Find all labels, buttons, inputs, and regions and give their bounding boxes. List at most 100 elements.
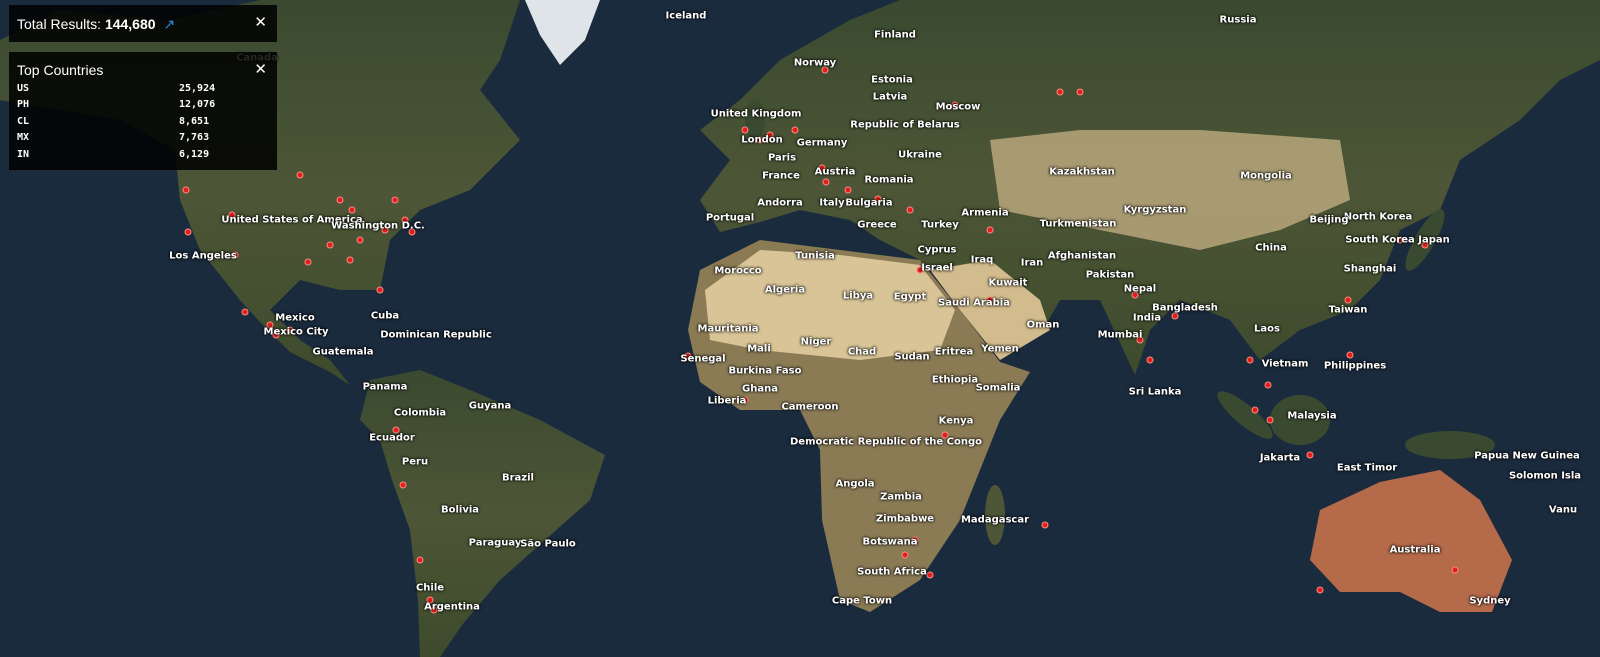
- country-code: PH: [17, 99, 30, 111]
- result-marker[interactable]: [766, 131, 774, 139]
- result-marker[interactable]: [818, 164, 826, 172]
- result-marker[interactable]: [1396, 236, 1404, 244]
- result-marker[interactable]: [741, 126, 749, 134]
- arabia: [930, 260, 1050, 360]
- result-marker[interactable]: [822, 178, 830, 186]
- result-marker[interactable]: [1346, 351, 1354, 359]
- result-marker[interactable]: [1316, 586, 1324, 594]
- map-label: Laos: [1254, 323, 1280, 335]
- result-marker[interactable]: [376, 286, 384, 294]
- map-label: South Africa: [857, 566, 927, 578]
- map-label: North Korea: [1343, 211, 1413, 223]
- result-marker[interactable]: [1131, 291, 1139, 299]
- map-label: Papua New Guinea: [1474, 450, 1580, 462]
- map-label: Afghanistan: [1047, 250, 1117, 262]
- result-marker[interactable]: [1344, 296, 1352, 304]
- result-marker[interactable]: [1146, 356, 1154, 364]
- result-marker[interactable]: [844, 186, 852, 194]
- map-label: Niger: [800, 336, 832, 348]
- map-label: Kuwait: [988, 277, 1028, 289]
- result-marker[interactable]: [821, 66, 829, 74]
- map-label: Republic of Belarus: [850, 119, 960, 131]
- result-marker[interactable]: [911, 536, 919, 544]
- result-marker[interactable]: [951, 101, 959, 109]
- map-label: Beijing: [1309, 214, 1349, 226]
- result-marker[interactable]: [986, 226, 994, 234]
- result-marker[interactable]: [986, 296, 994, 304]
- map-label: Ecuador: [369, 432, 415, 444]
- result-marker[interactable]: [336, 196, 344, 204]
- result-marker[interactable]: [356, 236, 364, 244]
- result-marker[interactable]: [1264, 381, 1272, 389]
- result-marker[interactable]: [916, 266, 924, 274]
- result-marker[interactable]: [348, 206, 356, 214]
- map-label: Algeria: [764, 284, 806, 296]
- result-marker[interactable]: [741, 396, 749, 404]
- result-marker[interactable]: [430, 606, 438, 614]
- result-marker[interactable]: [1486, 596, 1494, 604]
- map-label: Paris: [767, 152, 797, 164]
- result-marker[interactable]: [184, 228, 192, 236]
- result-marker[interactable]: [272, 331, 280, 339]
- result-marker[interactable]: [182, 186, 190, 194]
- result-marker[interactable]: [684, 352, 692, 360]
- result-marker[interactable]: [326, 241, 334, 249]
- result-marker[interactable]: [791, 126, 799, 134]
- result-marker[interactable]: [1076, 88, 1084, 96]
- result-marker[interactable]: [399, 481, 407, 489]
- map-label: Pakistan: [1085, 269, 1135, 281]
- result-marker[interactable]: [228, 211, 236, 219]
- external-link-icon[interactable]: ↗: [163, 16, 176, 32]
- result-marker[interactable]: [391, 196, 399, 204]
- result-marker[interactable]: [906, 206, 914, 214]
- result-marker[interactable]: [304, 258, 312, 266]
- total-results-label: Total Results:: [17, 16, 102, 32]
- result-marker[interactable]: [1421, 241, 1429, 249]
- result-marker[interactable]: [392, 426, 400, 434]
- table-row: IN 6,129: [17, 146, 269, 163]
- result-marker[interactable]: [241, 308, 249, 316]
- result-marker[interactable]: [346, 256, 354, 264]
- result-marker[interactable]: [1246, 356, 1254, 364]
- result-marker[interactable]: [1041, 521, 1049, 529]
- result-marker[interactable]: [874, 195, 882, 203]
- result-marker[interactable]: [1056, 88, 1064, 96]
- result-marker[interactable]: [1451, 566, 1459, 574]
- result-marker[interactable]: [286, 326, 294, 334]
- result-marker[interactable]: [1171, 312, 1179, 320]
- sumatra: [1217, 391, 1273, 439]
- map-label: Oman: [1026, 319, 1060, 331]
- result-marker[interactable]: [231, 251, 239, 259]
- result-marker[interactable]: [1306, 451, 1314, 459]
- map-label: Andorra: [757, 197, 803, 209]
- map-label: Bangladesh: [1152, 302, 1218, 314]
- result-marker[interactable]: [901, 551, 909, 559]
- result-marker[interactable]: [1266, 416, 1274, 424]
- map-label: Egypt: [893, 291, 927, 303]
- result-marker[interactable]: [381, 226, 389, 234]
- map-label: Mexico: [275, 312, 315, 324]
- result-marker[interactable]: [926, 571, 934, 579]
- map-label: Los Angeles: [169, 250, 237, 262]
- country-code: US: [17, 82, 30, 94]
- map-label: Malaysia: [1287, 410, 1337, 422]
- map-label: Mongolia: [1240, 170, 1292, 182]
- sahara: [705, 250, 955, 360]
- result-marker[interactable]: [266, 321, 274, 329]
- result-marker[interactable]: [401, 216, 409, 224]
- map-label: Dominican Republic: [380, 329, 492, 341]
- result-marker[interactable]: [296, 171, 304, 179]
- close-icon[interactable]: ✕: [254, 61, 267, 78]
- result-marker[interactable]: [408, 228, 416, 236]
- result-marker[interactable]: [941, 431, 949, 439]
- result-marker[interactable]: [426, 596, 434, 604]
- map-label: Panama: [362, 381, 408, 393]
- close-icon[interactable]: ✕: [254, 14, 267, 31]
- result-marker[interactable]: [756, 136, 764, 144]
- result-marker[interactable]: [1136, 336, 1144, 344]
- map-label: Estonia: [871, 74, 913, 86]
- result-marker[interactable]: [416, 556, 424, 564]
- result-marker[interactable]: [1251, 406, 1259, 414]
- map-label: Austria: [814, 166, 856, 178]
